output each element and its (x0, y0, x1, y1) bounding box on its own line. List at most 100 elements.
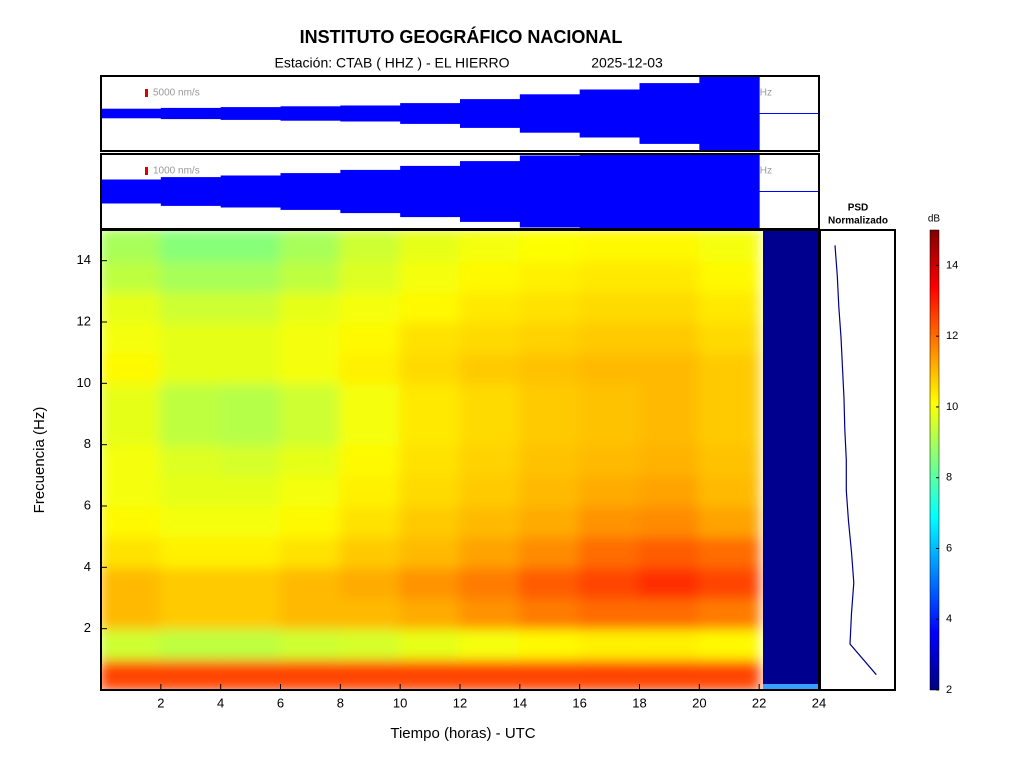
heat-cell (638, 321, 701, 354)
heat-cell (698, 535, 761, 569)
x-tick-label: 2 (157, 695, 164, 710)
heat-cell (518, 351, 581, 385)
heat-cell (101, 351, 162, 385)
trace-envelope (101, 108, 162, 119)
heat-cell (638, 505, 701, 538)
colorbar-tick-label: 6 (946, 542, 952, 554)
heat-cell (518, 658, 581, 690)
heat-cell (219, 505, 282, 538)
trace-envelope (280, 106, 341, 121)
heat-cell (219, 290, 282, 323)
heat-cell (159, 351, 222, 385)
heat-cell (339, 321, 402, 354)
heat-cell (459, 382, 521, 415)
heat-cell (279, 351, 342, 385)
heat-cell (698, 259, 761, 293)
psd-title: Normalizado (828, 216, 888, 227)
colorbar-tick-label: 10 (946, 401, 958, 413)
heat-cell (339, 443, 402, 477)
heat-cell (578, 230, 641, 262)
heat-cell (279, 443, 342, 477)
heat-cell (219, 413, 282, 446)
x-tick-label: 22 (752, 695, 766, 710)
heat-cell (638, 566, 701, 599)
heat-cell (339, 474, 402, 507)
x-tick-label: 10 (393, 695, 407, 710)
heat-cell (578, 259, 641, 293)
y-tick-label: 14 (77, 252, 91, 267)
heat-cell (518, 474, 581, 507)
heat-cell (518, 597, 581, 630)
trace-envelope (160, 107, 222, 120)
trace-envelope (340, 105, 401, 122)
heat-cell (698, 566, 761, 599)
date: 2025-12-03 (591, 55, 663, 71)
heat-cell (279, 566, 342, 599)
heat-cell (399, 259, 461, 293)
heat-cell (399, 627, 461, 661)
heat-cell (159, 382, 222, 415)
heat-cell (279, 382, 342, 415)
heat-cell (698, 230, 761, 262)
heat-cell (219, 351, 282, 385)
heat-cell (459, 505, 521, 538)
heat-cell (399, 413, 461, 446)
trace-envelope (639, 83, 700, 144)
heat-cell (101, 627, 162, 661)
heat-cell (638, 535, 701, 569)
heat-cell (339, 535, 402, 569)
heat-cell (578, 566, 641, 599)
heat-cell (339, 290, 402, 323)
heat-cell (279, 535, 342, 569)
x-axis-label: Tiempo (horas) - UTC (390, 725, 535, 742)
heat-cell (399, 443, 461, 477)
heat-cell (279, 259, 342, 293)
heat-cell (638, 290, 701, 323)
x-tick-label: 12 (453, 695, 467, 710)
heat-cell (399, 597, 461, 630)
heat-cell (339, 413, 402, 446)
heat-cell (101, 321, 162, 354)
heat-cell (159, 230, 222, 262)
heat-cell (399, 290, 461, 323)
y-tick-label: 6 (84, 497, 91, 512)
heat-cell (159, 259, 222, 293)
scale-bar (145, 89, 148, 97)
heat-cell (399, 382, 461, 415)
psd-line (834, 245, 877, 676)
heat-cell (101, 382, 162, 415)
heat-cell (518, 627, 581, 661)
x-tick-label: 6 (277, 695, 284, 710)
heat-cell (698, 443, 761, 477)
heat-cell (101, 230, 162, 262)
heat-cell (159, 290, 222, 323)
trace-envelope (699, 154, 760, 229)
heat-cell (159, 658, 222, 690)
heat-cell (219, 230, 282, 262)
heat-cell (339, 597, 402, 630)
heat-cell (459, 321, 521, 354)
heat-cell (638, 413, 701, 446)
trace-envelope (699, 76, 760, 151)
heat-cell (339, 259, 402, 293)
heat-cell (459, 351, 521, 385)
heat-cell (638, 351, 701, 385)
colorbar-tick-label: 14 (946, 259, 958, 271)
heat-cell (578, 535, 641, 569)
heat-cell (518, 566, 581, 599)
heat-cell (698, 321, 761, 354)
heat-cell (459, 566, 521, 599)
colorbar-label: dB (928, 214, 941, 225)
heat-cell (638, 597, 701, 630)
heat-cell (279, 413, 342, 446)
trace-envelope (220, 107, 281, 120)
trace-envelope (160, 177, 222, 206)
heat-cell (219, 566, 282, 599)
heat-cell (279, 627, 342, 661)
heat-cell (159, 474, 222, 507)
heat-cell (219, 658, 282, 690)
heat-cell (698, 290, 761, 323)
spectrogram (101, 230, 761, 690)
heat-cell (518, 443, 581, 477)
